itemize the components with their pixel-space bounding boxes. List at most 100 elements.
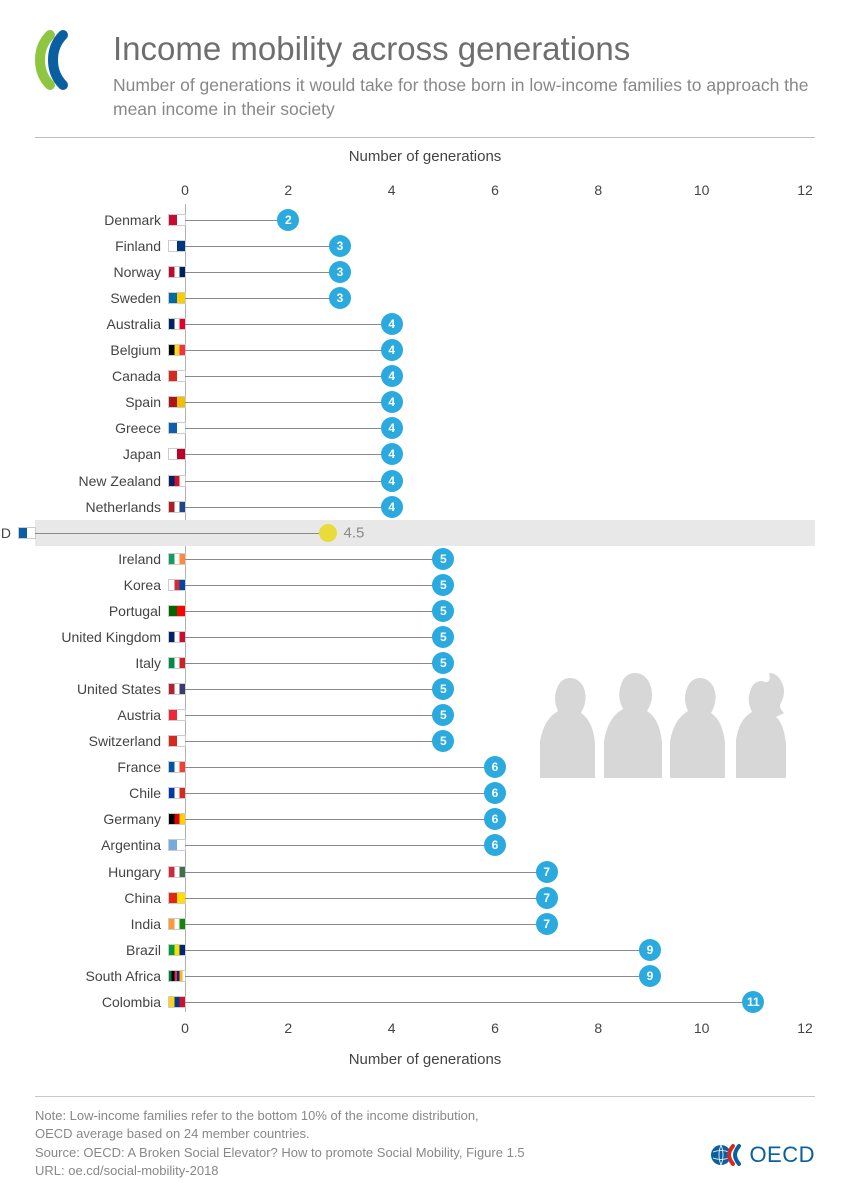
lollipop-dot: 11 bbox=[742, 991, 764, 1013]
flag-icon bbox=[168, 813, 186, 825]
country-label: Japan bbox=[35, 446, 165, 462]
lollipop-dot: 5 bbox=[432, 678, 454, 700]
country-label: New Zealand bbox=[35, 473, 165, 489]
source-line: Source: OECD: A Broken Social Elevator? … bbox=[35, 1144, 815, 1162]
lollipop-stem bbox=[185, 741, 443, 742]
lollipop-dot: 7 bbox=[536, 887, 558, 909]
footnote-line-2: OECD average based on 24 member countrie… bbox=[35, 1125, 815, 1143]
chart-row: United Kingdom5 bbox=[185, 624, 805, 650]
lollipop-dot: 4 bbox=[381, 470, 403, 492]
lollipop-dot: 7 bbox=[536, 913, 558, 935]
flag-icon bbox=[168, 892, 186, 904]
chart-row: South Africa9 bbox=[185, 963, 805, 989]
lollipop-stem bbox=[185, 376, 392, 377]
lollipop-dot: 5 bbox=[432, 704, 454, 726]
lollipop-stem bbox=[185, 611, 443, 612]
country-label: Argentina bbox=[35, 837, 165, 853]
lollipop-stem bbox=[185, 428, 392, 429]
lollipop-dot: 5 bbox=[432, 730, 454, 752]
chart-row: Portugal5 bbox=[185, 598, 805, 624]
chart-row: Colombia11 bbox=[185, 989, 805, 1015]
country-label: Sweden bbox=[35, 290, 165, 306]
country-label: Finland bbox=[35, 238, 165, 254]
x-tick-label: 12 bbox=[797, 182, 813, 198]
chart-row: Netherlands4 bbox=[185, 494, 805, 520]
flag-icon bbox=[168, 970, 186, 982]
flag-icon bbox=[168, 344, 186, 356]
chart-rows: Denmark2Finland3Norway3Sweden3Australia4… bbox=[185, 204, 805, 1012]
country-label: Denmark bbox=[35, 212, 165, 228]
chart-row: Australia4 bbox=[185, 311, 805, 337]
lollipop-stem bbox=[185, 715, 443, 716]
flag-icon bbox=[168, 475, 186, 487]
lollipop-chart: Number of generations 0 2 4 6 8 10 12 Denmark2… bbox=[35, 148, 815, 1068]
country-label: Spain bbox=[35, 394, 165, 410]
lollipop-dot bbox=[319, 524, 337, 542]
lollipop-stem bbox=[35, 533, 328, 534]
x-axis-title-top: Number of generations bbox=[35, 148, 815, 165]
header-rule bbox=[35, 137, 815, 138]
x-tick-label: 2 bbox=[284, 182, 292, 198]
lollipop-stem bbox=[185, 350, 392, 351]
lollipop-stem bbox=[185, 585, 443, 586]
flag-icon bbox=[168, 448, 186, 460]
chart-subtitle: Number of generations it would take for … bbox=[113, 74, 815, 121]
chart-title: Income mobility across generations bbox=[113, 30, 815, 68]
chart-row: China7 bbox=[185, 885, 805, 911]
lollipop-dot: 5 bbox=[432, 574, 454, 596]
x-tick-label: 4 bbox=[388, 182, 396, 198]
x-tick-label: 6 bbox=[491, 1020, 499, 1036]
x-axis-bottom: 024681012 bbox=[185, 1012, 805, 1040]
oecd-footer-brand-text: OECD bbox=[749, 1142, 815, 1168]
flag-icon bbox=[168, 944, 186, 956]
oecd-globe-icon bbox=[709, 1138, 743, 1172]
x-tick-label: 8 bbox=[594, 1020, 602, 1036]
lollipop-stem bbox=[185, 898, 547, 899]
lollipop-dot: 3 bbox=[329, 287, 351, 309]
lollipop-dot: 6 bbox=[484, 756, 506, 778]
lollipop-dot: 5 bbox=[432, 626, 454, 648]
chart-row: Hungary7 bbox=[185, 858, 805, 884]
lollipop-stem bbox=[185, 298, 340, 299]
lollipop-stem bbox=[185, 402, 392, 403]
footnote-line-1: Note: Low-income families refer to the b… bbox=[35, 1107, 815, 1125]
lollipop-dot: 4 bbox=[381, 365, 403, 387]
country-label: Colombia bbox=[35, 994, 165, 1010]
chart-row: Belgium4 bbox=[185, 337, 805, 363]
x-tick-label: 10 bbox=[694, 182, 710, 198]
chart-row: Finland3 bbox=[185, 233, 805, 259]
x-tick-label: 0 bbox=[181, 1020, 189, 1036]
x-tick-label: 6 bbox=[491, 182, 499, 198]
country-label: United States bbox=[35, 681, 165, 697]
url-line: URL: oe.cd/social-mobility-2018 bbox=[35, 1162, 815, 1180]
chart-row: Sweden3 bbox=[185, 285, 805, 311]
flag-icon bbox=[168, 553, 186, 565]
x-axis-top: 024681012 bbox=[185, 176, 805, 204]
country-label: South Africa bbox=[35, 968, 165, 984]
country-label: Greece bbox=[35, 420, 165, 436]
x-tick-label: 4 bbox=[388, 1020, 396, 1036]
country-label: Portugal bbox=[35, 603, 165, 619]
lollipop-dot: 4 bbox=[381, 496, 403, 518]
chart-row: OECD4.5 bbox=[35, 520, 815, 546]
chart-row: Denmark2 bbox=[185, 207, 805, 233]
lollipop-stem bbox=[185, 819, 495, 820]
country-label: Hungary bbox=[35, 864, 165, 880]
lollipop-dot: 3 bbox=[329, 261, 351, 283]
x-tick-label: 8 bbox=[594, 182, 602, 198]
lollipop-dot: 9 bbox=[639, 939, 661, 961]
flag-icon bbox=[168, 866, 186, 878]
country-label: Australia bbox=[35, 316, 165, 332]
lollipop-dot: 4 bbox=[381, 443, 403, 465]
chart-row: Korea5 bbox=[185, 572, 805, 598]
flag-icon bbox=[168, 396, 186, 408]
oecd-logo-icon bbox=[35, 30, 95, 90]
lollipop-stem bbox=[185, 324, 392, 325]
country-label: OECD bbox=[0, 525, 15, 541]
country-label: France bbox=[35, 759, 165, 775]
lollipop-stem bbox=[185, 637, 443, 638]
flag-icon bbox=[168, 761, 186, 773]
x-tick-label: 10 bbox=[694, 1020, 710, 1036]
country-label: Canada bbox=[35, 368, 165, 384]
lollipop-dot: 3 bbox=[329, 235, 351, 257]
